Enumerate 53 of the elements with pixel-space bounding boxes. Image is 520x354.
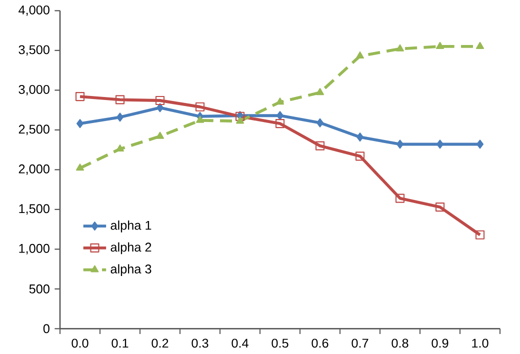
point	[476, 140, 484, 149]
y-tick-label: 2,500	[18, 124, 50, 136]
point	[395, 194, 405, 203]
point	[396, 140, 404, 149]
y-tick-label: 4,000	[18, 5, 50, 16]
point	[195, 102, 205, 112]
x-tick-label: 1.0	[472, 338, 488, 348]
point	[276, 98, 284, 105]
point	[356, 51, 364, 59]
point	[196, 116, 204, 123]
x-tick-label: 0.8	[392, 338, 408, 348]
point	[315, 141, 325, 150]
point	[316, 88, 324, 96]
point	[75, 92, 85, 102]
point	[475, 230, 485, 240]
y-tick-label: 1,500	[19, 204, 50, 215]
y-tick-label: 0	[43, 324, 50, 334]
x-tick-label: 0.3	[192, 338, 208, 348]
legend-label: alpha 3	[110, 264, 152, 276]
x-tick-label: 0.6	[312, 338, 328, 348]
y-tick-label: 500	[29, 284, 50, 294]
point	[116, 112, 124, 122]
point	[156, 132, 164, 139]
x-tick-label: 0.2	[152, 338, 168, 348]
y-tick-label: 1,000	[19, 244, 50, 254]
point	[276, 111, 284, 120]
x-tick-label: 0.4	[232, 338, 248, 348]
x-tick-label: 0.1	[112, 338, 128, 348]
point	[436, 42, 444, 49]
legend-label: alpha 1	[110, 220, 152, 232]
point	[316, 118, 324, 128]
point	[476, 42, 484, 49]
x-tick-label: 0.0	[72, 338, 88, 348]
point	[275, 119, 285, 128]
point	[156, 103, 164, 112]
y-tick-label: 2,000	[18, 164, 50, 175]
point	[76, 119, 84, 128]
point	[396, 44, 404, 52]
y-tick-label: 3,000	[18, 84, 50, 96]
point	[115, 95, 125, 104]
point	[76, 164, 84, 171]
point	[155, 96, 165, 106]
point	[236, 116, 244, 124]
x-tick-label: 0.7	[352, 338, 368, 348]
point	[356, 132, 364, 142]
legend-label: alpha 2	[110, 242, 152, 254]
point	[355, 152, 365, 161]
x-tick-label: 0.5	[272, 338, 288, 348]
point	[435, 202, 445, 212]
point	[436, 140, 444, 149]
x-tick-label: 0.9	[432, 338, 448, 348]
y-tick-label: 3,500	[18, 45, 50, 56]
point	[116, 144, 124, 152]
